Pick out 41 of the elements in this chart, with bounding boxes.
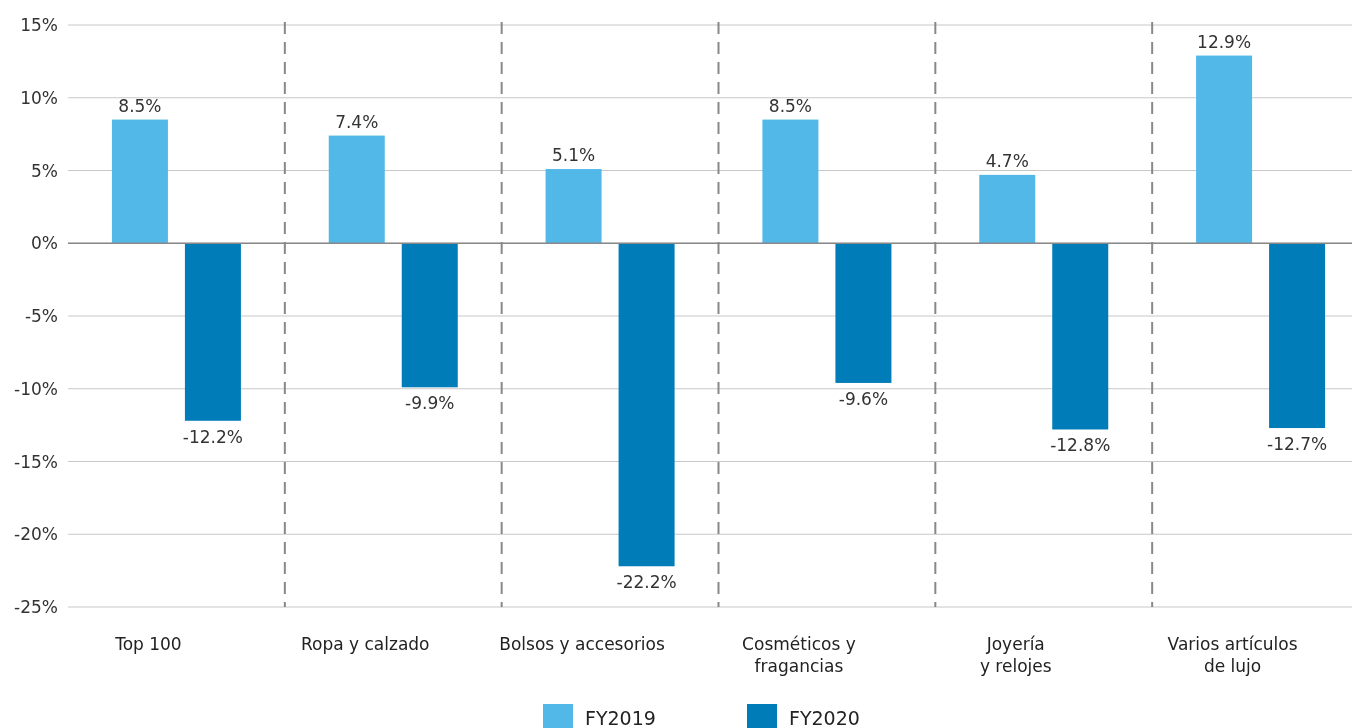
y-tick-label: -20% [14, 524, 58, 545]
data-label: -12.2% [182, 426, 243, 447]
data-label: 7.4% [335, 111, 379, 132]
bar [835, 243, 892, 383]
y-tick-label: -10% [14, 378, 58, 399]
data-label: -12.8% [1050, 435, 1111, 456]
bar [1196, 55, 1253, 244]
data-label: -9.6% [838, 388, 889, 409]
y-tick-label: 15% [20, 15, 58, 35]
bar [979, 174, 1036, 244]
bar [328, 135, 385, 244]
bar [1052, 243, 1109, 430]
y-tick-label: -15% [14, 451, 58, 472]
legend-label: FY2020 [789, 707, 860, 728]
x-tick-label: Bolsos y accesorios [499, 634, 665, 654]
bar [545, 169, 602, 244]
data-label: 8.5% [768, 95, 813, 116]
x-tick-label: Ropa y calzado [300, 634, 430, 654]
data-label: 5.1% [551, 145, 596, 166]
data-label: -12.7% [1267, 434, 1328, 455]
bar [184, 243, 241, 421]
x-tick-label: Top 100 [114, 634, 182, 654]
data-label: 12.9% [1197, 31, 1252, 52]
data-label: 4.7% [985, 150, 1029, 171]
y-tick-label: -5% [24, 306, 58, 326]
data-label: -9.9% [405, 393, 455, 414]
bar [111, 119, 168, 244]
x-tick-label: Joyería y relojes [979, 634, 1052, 676]
y-tick-label: 0% [31, 233, 58, 254]
y-tick-label: 5% [31, 160, 58, 181]
legend-label: FY2019 [585, 707, 656, 728]
y-tick-label: 10% [20, 87, 58, 108]
data-label: -22.2% [616, 572, 677, 593]
bar [762, 119, 819, 244]
bar [1269, 243, 1326, 429]
y-tick-label: -25% [14, 597, 58, 617]
x-tick-label: Cosméticos y fragancias [742, 634, 856, 676]
data-label: 8.5% [118, 95, 162, 116]
bar [618, 243, 675, 567]
bar [401, 243, 458, 388]
x-tick-label: Varios artículos de lujo [1167, 634, 1298, 676]
